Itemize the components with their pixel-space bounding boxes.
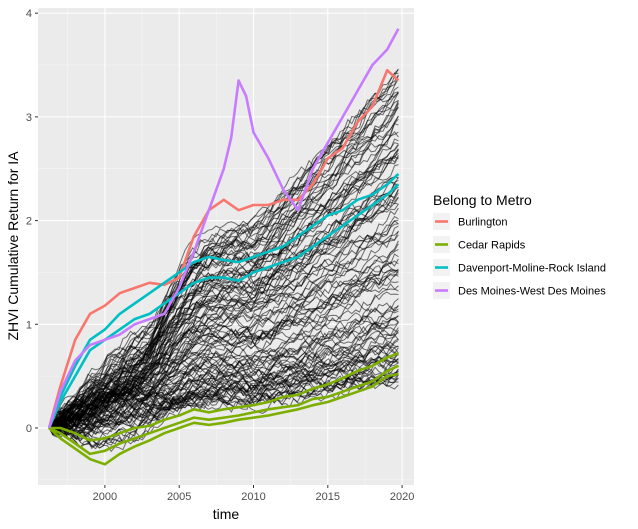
series-line bbox=[49, 352, 399, 442]
background-series-line bbox=[48, 343, 399, 430]
series-line bbox=[47, 172, 400, 429]
series-line bbox=[47, 68, 400, 429]
y-axis-title: ZHVI Cumulative Return for IA bbox=[5, 151, 21, 341]
x-axis-ticks: 2000 2005 2010 2015 2020 bbox=[93, 485, 414, 503]
y-axis-ticks: 0 1 2 3 4 bbox=[26, 8, 38, 435]
x-tick-label: 2010 bbox=[241, 491, 265, 503]
background-series-line bbox=[49, 356, 399, 429]
y-tick-label: 3 bbox=[26, 112, 32, 124]
y-tick-label: 1 bbox=[26, 319, 32, 331]
background-series-line bbox=[48, 240, 399, 430]
background-series-line bbox=[48, 358, 399, 438]
x-tick-label: 2015 bbox=[316, 491, 340, 503]
series-line bbox=[48, 364, 399, 456]
background-series-line bbox=[48, 273, 399, 429]
legend-label: Cedar Rapids bbox=[458, 240, 526, 252]
background-series-line bbox=[48, 148, 399, 438]
background-series-line bbox=[48, 102, 399, 429]
background-series-line bbox=[48, 243, 399, 439]
background-series-lines bbox=[48, 68, 399, 453]
series-line bbox=[48, 372, 399, 466]
x-tick-label: 2005 bbox=[167, 491, 191, 503]
background-series-line bbox=[49, 219, 399, 431]
x-axis-title: time bbox=[213, 506, 240, 522]
metro-series-lines bbox=[47, 28, 400, 466]
background-series-line bbox=[48, 68, 399, 429]
background-series-line bbox=[49, 350, 399, 431]
x-tick-label: 2020 bbox=[390, 491, 414, 503]
background-series-line bbox=[49, 352, 399, 441]
background-series-line bbox=[48, 149, 399, 429]
legend-label: Des Moines-West Des Moines bbox=[458, 286, 606, 298]
background-series-line bbox=[48, 176, 399, 429]
background-series-line bbox=[48, 149, 399, 433]
background-series-line bbox=[48, 220, 399, 434]
background-series-line bbox=[48, 285, 399, 432]
legend-title: Belong to Metro bbox=[433, 192, 532, 208]
legend: Burlington Cedar Rapids Davenport-Moline-R… bbox=[433, 213, 606, 299]
background-series-line bbox=[48, 118, 399, 435]
background-series-line bbox=[49, 249, 399, 430]
series-line bbox=[47, 28, 400, 429]
y-tick-label: 4 bbox=[26, 8, 32, 20]
y-tick-label: 2 bbox=[26, 216, 32, 228]
background-series-line bbox=[49, 327, 399, 429]
y-tick-label: 0 bbox=[26, 423, 32, 435]
background-series-line bbox=[48, 329, 399, 432]
legend-label: Burlington bbox=[458, 217, 508, 229]
background-series-line bbox=[49, 315, 399, 430]
legend-label: Davenport-Moline-Rock Island bbox=[458, 263, 606, 275]
x-tick-label: 2000 bbox=[93, 491, 117, 503]
background-series-line bbox=[48, 374, 399, 437]
